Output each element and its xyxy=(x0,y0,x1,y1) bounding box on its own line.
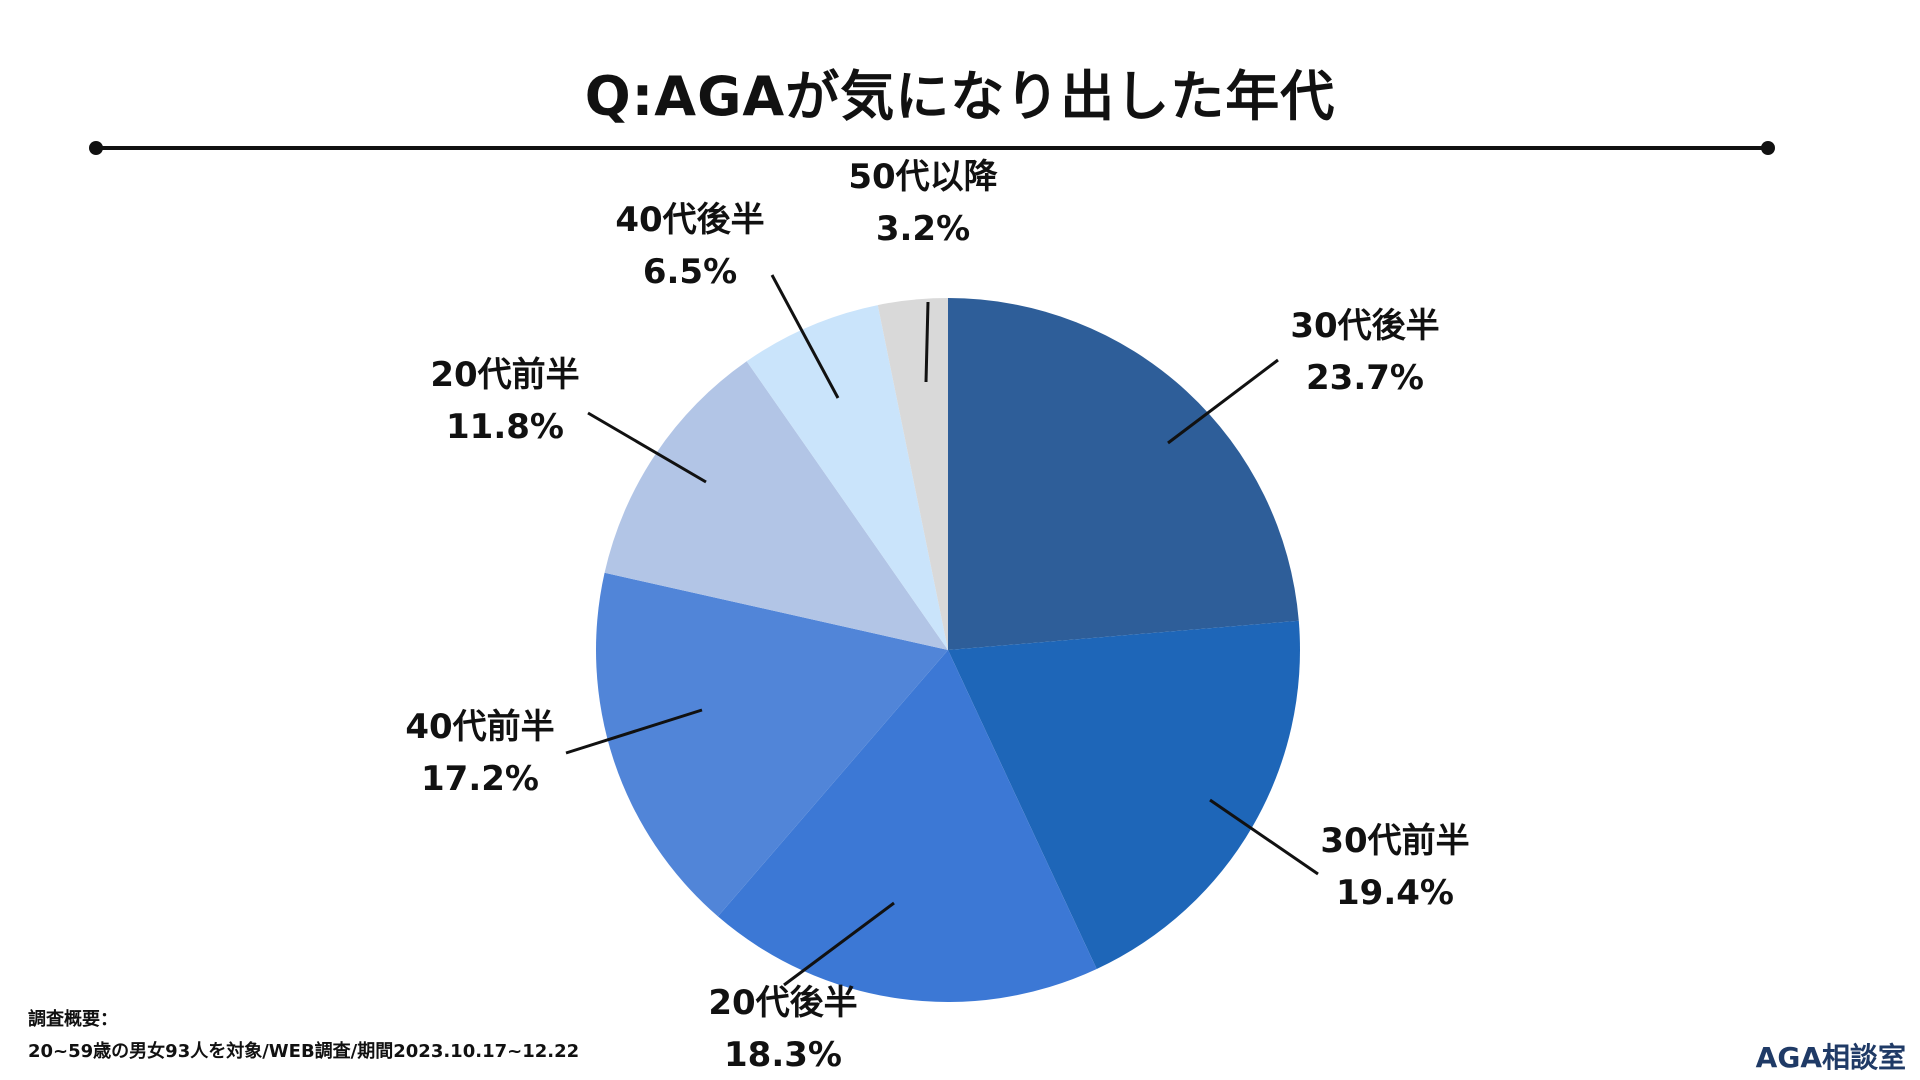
leader-line xyxy=(783,901,895,987)
survey-footnote: 調査概要： 20~59歳の男女93人を対象/WEB調査/期間2023.10.17… xyxy=(28,1004,579,1068)
slice-value-label: 19.4% xyxy=(1336,873,1454,913)
leader-line xyxy=(1209,798,1319,876)
leader-line xyxy=(587,411,707,484)
slice-value-label: 3.2% xyxy=(876,209,970,249)
chart-title: Q:AGAが気になり出した年代 xyxy=(584,65,1336,128)
footnote-detail: 20~59歳の男女93人を対象/WEB調査/期間2023.10.17~12.22 xyxy=(28,1041,580,1062)
slice-value-label: 18.3% xyxy=(724,1035,842,1075)
title-divider xyxy=(89,141,1775,155)
pie-slice xyxy=(948,620,1300,970)
pie-slice xyxy=(717,650,1097,1002)
slice-label: 20代前半 xyxy=(430,355,579,395)
slice-value-label: 6.5% xyxy=(643,252,737,292)
pie-slice xyxy=(595,572,948,917)
slice-value-label: 11.8% xyxy=(446,407,564,447)
slice-label: 30代前半 xyxy=(1320,821,1469,861)
footnote-heading: 調査概要： xyxy=(28,1009,118,1030)
slice-label: 50代以降 xyxy=(848,157,998,197)
slice-label: 20代後半 xyxy=(708,983,857,1023)
slice-value-label: 23.7% xyxy=(1306,358,1424,398)
slice-label: 40代前半 xyxy=(405,707,554,747)
pie-slice xyxy=(877,298,948,650)
leader-line xyxy=(924,301,930,383)
pie-slice xyxy=(604,361,948,650)
slice-value-label: 17.2% xyxy=(421,759,539,799)
pie-slice xyxy=(746,305,948,650)
leader-line xyxy=(565,708,703,755)
slice-label: 30代後半 xyxy=(1290,306,1439,346)
leader-line xyxy=(770,274,840,399)
brand-logo: AGA相談室 xyxy=(1755,1041,1906,1074)
slice-label: 40代後半 xyxy=(615,200,764,240)
pie-slice xyxy=(948,298,1299,650)
leader-line xyxy=(1167,358,1279,445)
